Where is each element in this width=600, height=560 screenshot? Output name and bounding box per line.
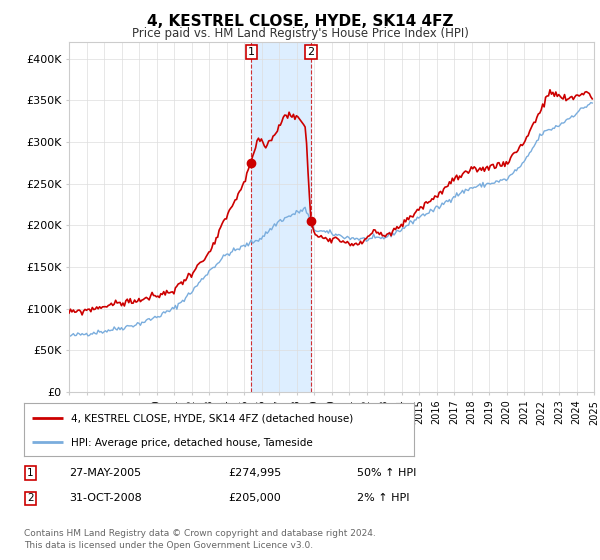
Text: 4, KESTREL CLOSE, HYDE, SK14 4FZ: 4, KESTREL CLOSE, HYDE, SK14 4FZ xyxy=(147,14,453,29)
Text: Contains HM Land Registry data © Crown copyright and database right 2024.: Contains HM Land Registry data © Crown c… xyxy=(24,529,376,538)
Text: Price paid vs. HM Land Registry's House Price Index (HPI): Price paid vs. HM Land Registry's House … xyxy=(131,27,469,40)
Text: 27-MAY-2005: 27-MAY-2005 xyxy=(69,468,141,478)
Text: 50% ↑ HPI: 50% ↑ HPI xyxy=(357,468,416,478)
Text: £205,000: £205,000 xyxy=(228,493,281,503)
Text: 31-OCT-2008: 31-OCT-2008 xyxy=(69,493,142,503)
Text: 1: 1 xyxy=(248,47,254,57)
Text: £274,995: £274,995 xyxy=(228,468,281,478)
Text: 2: 2 xyxy=(27,493,34,503)
Text: 2: 2 xyxy=(307,47,314,57)
Text: 4, KESTREL CLOSE, HYDE, SK14 4FZ (detached house): 4, KESTREL CLOSE, HYDE, SK14 4FZ (detach… xyxy=(71,413,353,423)
Text: 2% ↑ HPI: 2% ↑ HPI xyxy=(357,493,409,503)
Bar xyxy=(251,42,311,392)
Text: 1: 1 xyxy=(27,468,34,478)
Text: HPI: Average price, detached house, Tameside: HPI: Average price, detached house, Tame… xyxy=(71,437,313,447)
Text: This data is licensed under the Open Government Licence v3.0.: This data is licensed under the Open Gov… xyxy=(24,542,313,550)
